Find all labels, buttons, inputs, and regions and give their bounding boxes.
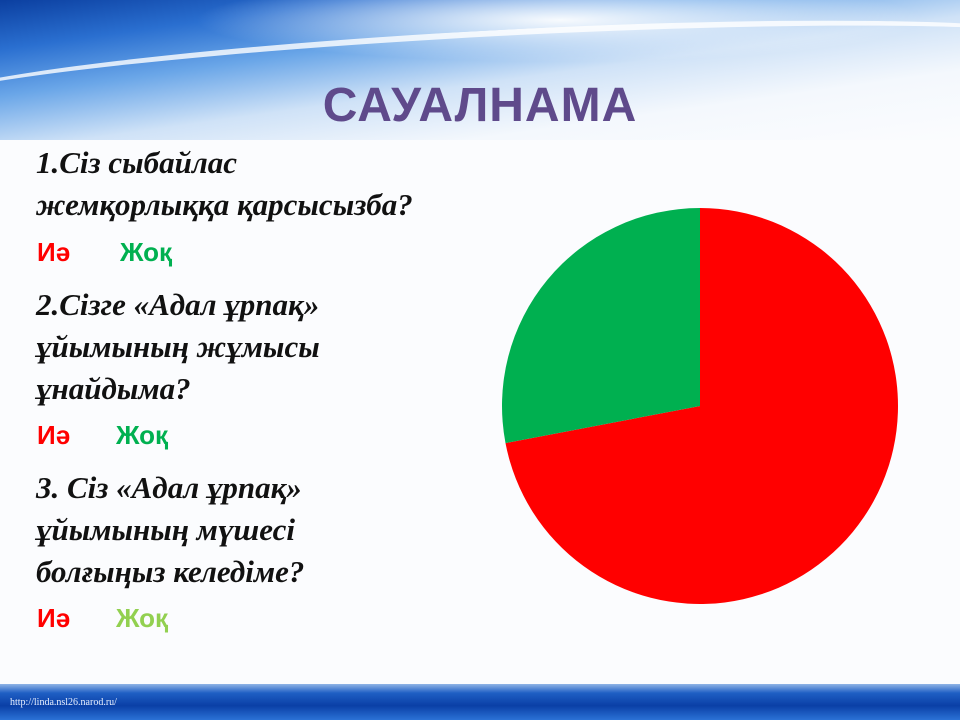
- answer-no: Жоқ: [116, 420, 169, 450]
- pie-slice-0: [505, 208, 898, 604]
- answer-no: Жоқ: [120, 237, 173, 267]
- footer-bar: [0, 684, 960, 720]
- question-2: 2.Сізге «Адал ұрпақ» ұйымының жұмысы ұна…: [36, 284, 320, 410]
- question-line: жемқорлыққа қарсысызба?: [36, 187, 413, 222]
- answer-yes: Иә: [37, 603, 71, 633]
- question-line: 3. Сіз «Адал ұрпақ»: [36, 470, 302, 505]
- answer-yes: Иә: [37, 237, 71, 267]
- footer-url: http://linda.nsl26.narod.ru/: [10, 697, 117, 708]
- question-3: 3. Сіз «Адал ұрпақ» ұйымының мүшесі болғ…: [36, 467, 304, 593]
- question-line: 2.Сізге «Адал ұрпақ»: [36, 287, 320, 322]
- question-line: ұнайдыма?: [36, 371, 191, 406]
- answers-1: Иә Жоқ: [37, 237, 172, 268]
- question-line: ұйымының жұмысы: [36, 329, 320, 364]
- answer-yes: Иә: [37, 420, 71, 450]
- question-1: 1.Сіз сыбайлас жемқорлыққа қарсысызба?: [36, 142, 413, 226]
- question-line: болғыңыз келедіме?: [36, 554, 305, 589]
- question-line: 1.Сіз сыбайлас: [36, 145, 238, 180]
- pie-slice-1: [501, 208, 700, 444]
- answers-3: Иә Жоқ: [37, 603, 168, 634]
- question-line: ұйымының мүшесі: [36, 512, 295, 547]
- slide-title: САУАЛНАМА: [322, 79, 638, 132]
- answer-no: Жоқ: [116, 603, 169, 633]
- header-background: [0, 0, 960, 158]
- answers-2: Иә Жоқ: [37, 420, 168, 451]
